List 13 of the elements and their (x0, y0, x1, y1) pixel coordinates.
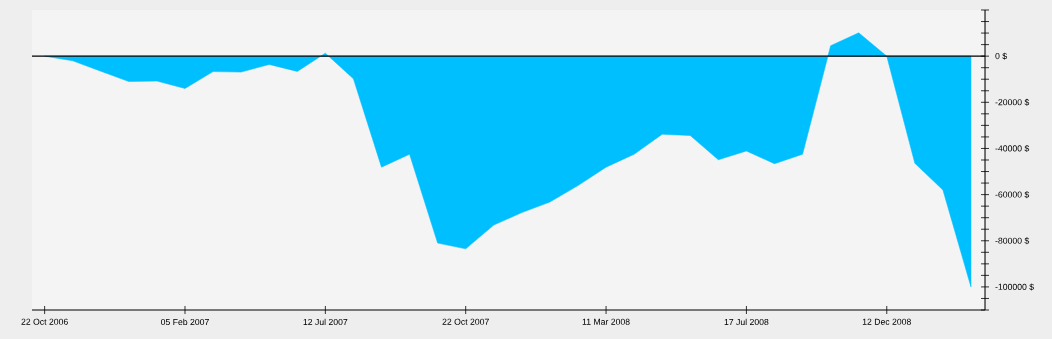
y-tick-label: 0 $ (995, 52, 1007, 60)
x-tick-label: 05 Feb 2007 (160, 318, 209, 326)
x-tick-label: 12 Jul 2007 (303, 318, 348, 326)
y-tick-label: -20000 $ (995, 98, 1030, 106)
x-tick-label: 22 Oct 2006 (21, 318, 68, 325)
x-tick-label: 22 Oct 2007 (442, 318, 489, 325)
y-tick-label: -80000 $ (995, 237, 1030, 245)
x-tick-label: 17 Jul 2008 (724, 318, 769, 326)
x-tick-label: 11 Mar 2008 (582, 318, 630, 325)
x-tick-label: 12 Dec 2008 (862, 318, 911, 325)
y-tick-label: -100000 $ (995, 283, 1034, 291)
y-tick-label: -60000 $ (995, 191, 1030, 199)
y-tick-label: -40000 $ (995, 144, 1030, 152)
